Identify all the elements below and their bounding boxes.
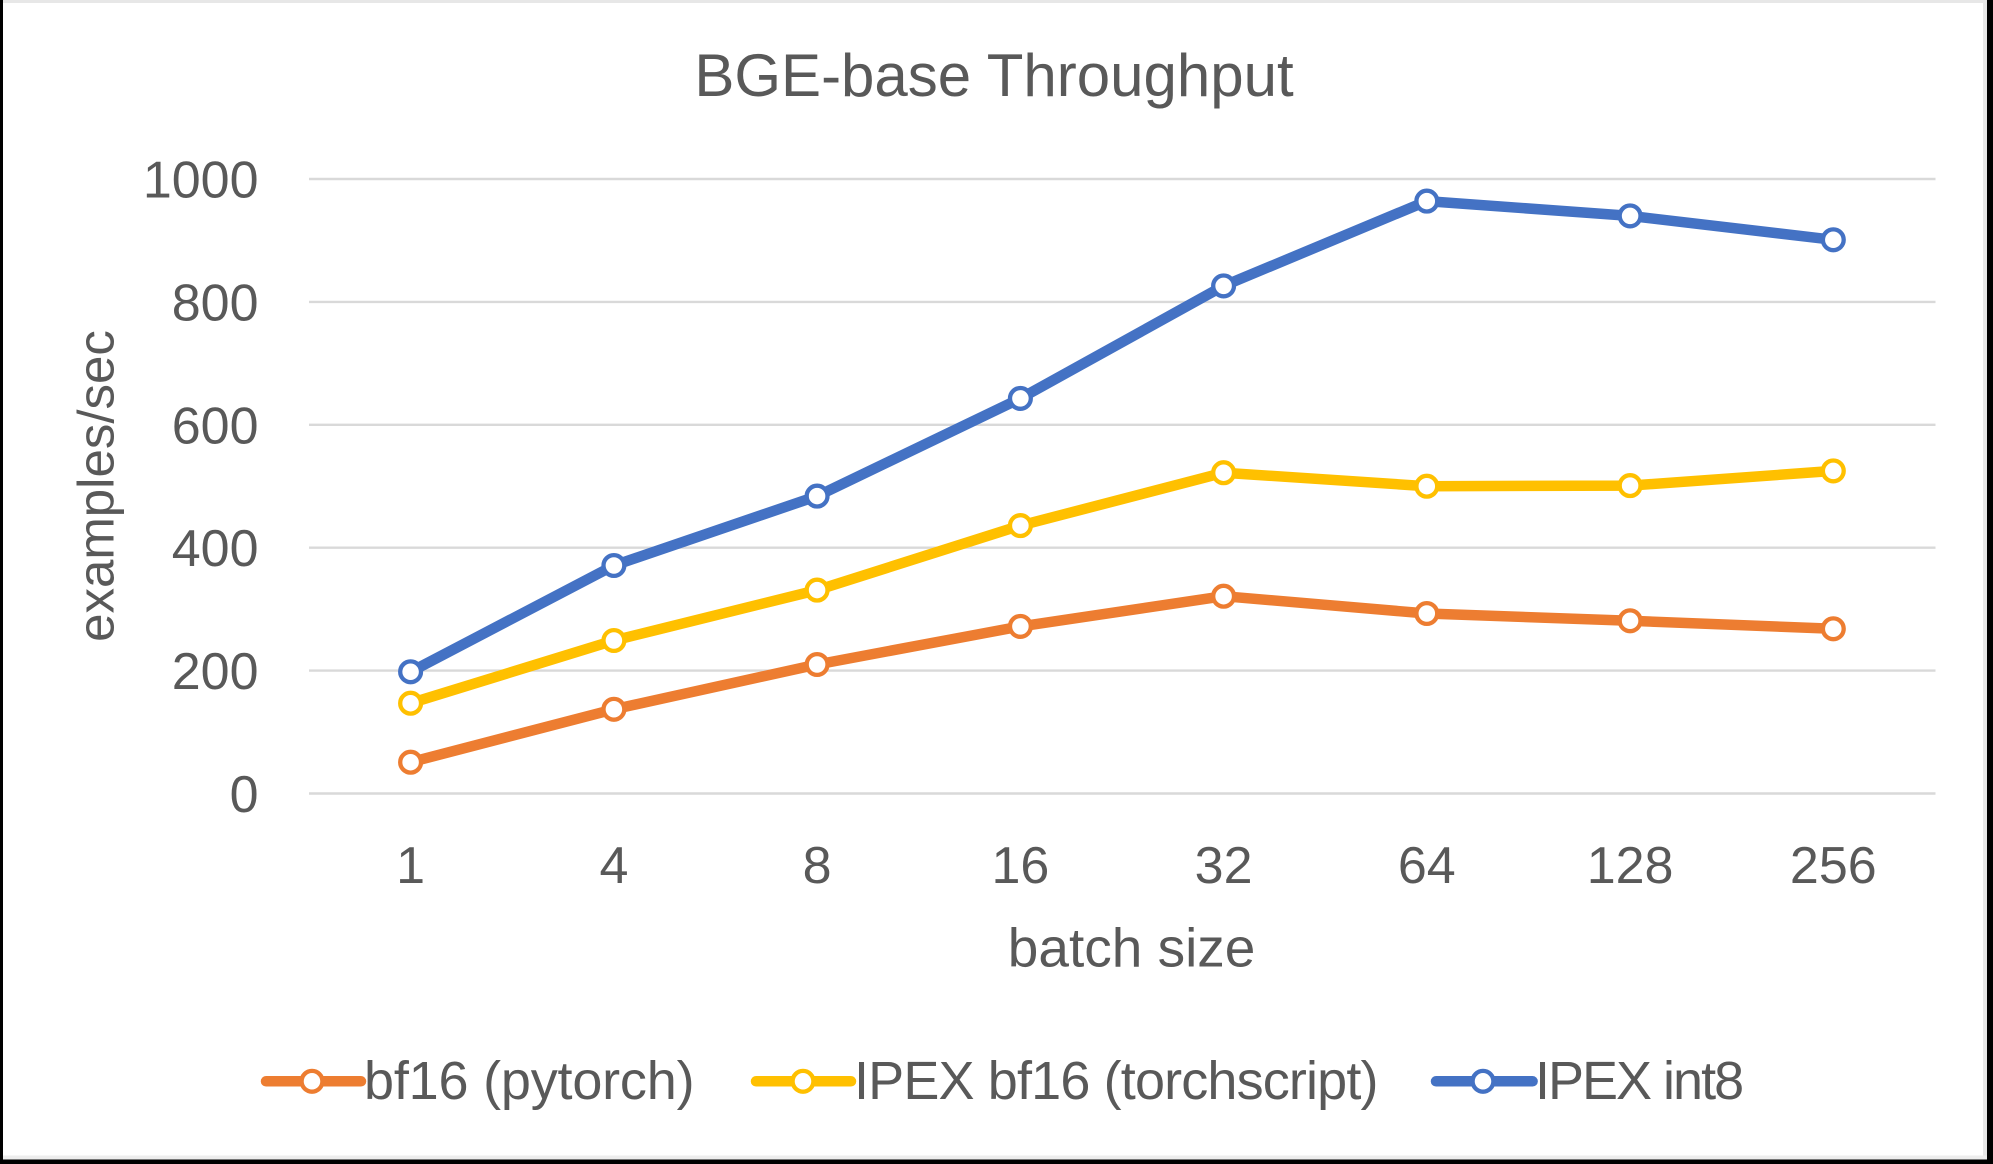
svg-text:1000: 1000 — [143, 152, 259, 210]
svg-text:400: 400 — [172, 520, 259, 578]
svg-text:16: 16 — [991, 837, 1049, 895]
svg-text:256: 256 — [1790, 837, 1877, 895]
svg-text:64: 64 — [1398, 837, 1456, 895]
svg-text:1: 1 — [396, 837, 425, 895]
svg-text:200: 200 — [172, 643, 259, 701]
svg-text:600: 600 — [172, 397, 259, 455]
svg-text:examples/sec: examples/sec — [68, 330, 125, 642]
svg-text:800: 800 — [172, 274, 259, 332]
svg-text:32: 32 — [1195, 837, 1253, 895]
svg-text:IPEX int8: IPEX int8 — [1535, 1051, 1742, 1111]
svg-text:8: 8 — [803, 837, 832, 895]
svg-text:batch size: batch size — [1008, 917, 1256, 979]
svg-text:4: 4 — [599, 837, 628, 895]
svg-text:0: 0 — [230, 766, 259, 824]
svg-text:IPEX bf16 (torchscript): IPEX bf16 (torchscript) — [854, 1051, 1378, 1111]
svg-text:128: 128 — [1587, 837, 1674, 895]
svg-text:BGE-base Throughput: BGE-base Throughput — [694, 42, 1294, 109]
svg-text:bf16 (pytorch): bf16 (pytorch) — [364, 1051, 694, 1111]
